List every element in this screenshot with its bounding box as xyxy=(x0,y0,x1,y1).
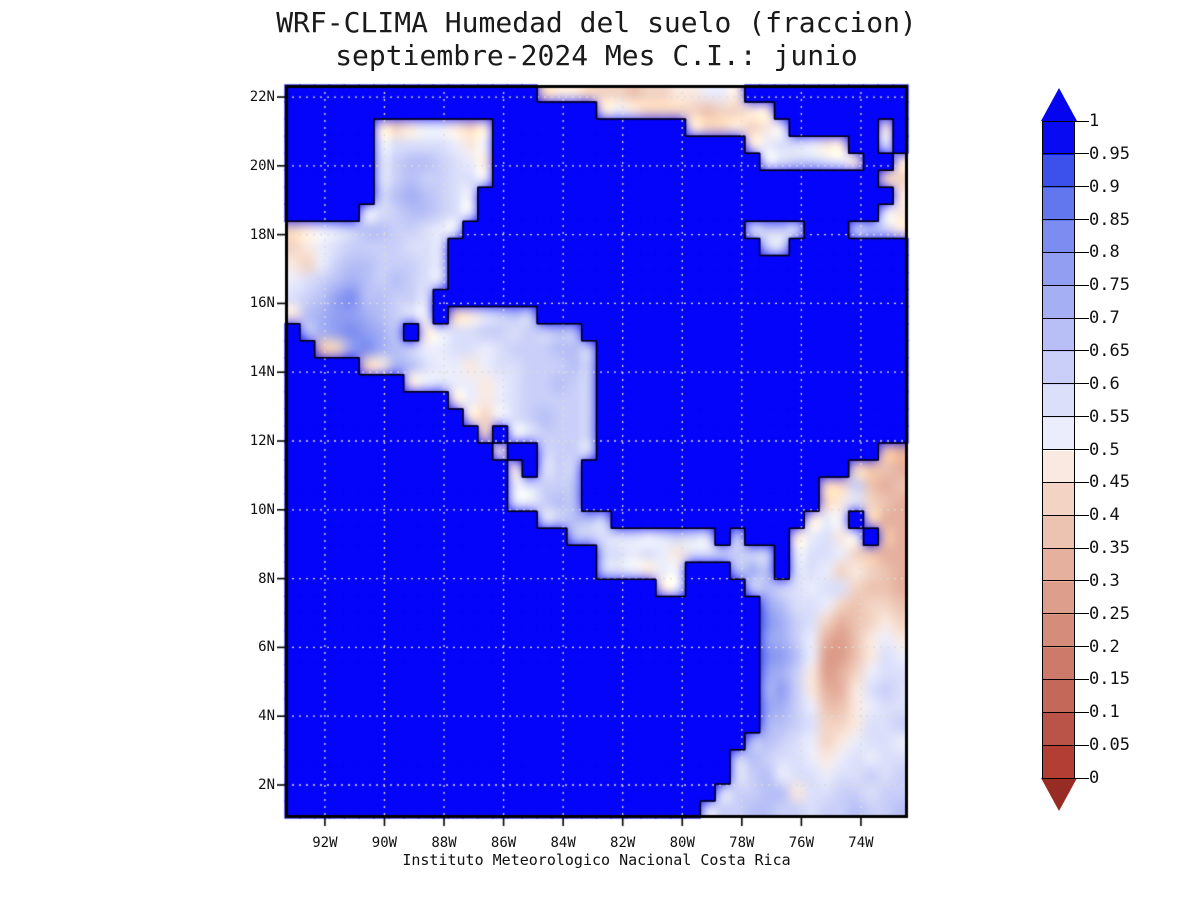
lat-tick-label-20N: 20N xyxy=(249,157,275,174)
colorbar-segment-0.15-0.2 xyxy=(1043,647,1074,681)
colorbar-label-0.3: 0.3 xyxy=(1089,570,1120,591)
colorbar-segment-0.9-0.95 xyxy=(1043,154,1074,188)
lat-tick-label-8N: 8N xyxy=(258,570,275,587)
colorbar-label-0.2: 0.2 xyxy=(1089,636,1120,657)
footer-text: Instituto Meteorologico Nacional Costa R… xyxy=(402,851,791,869)
colorbar-arrow-up xyxy=(1041,88,1077,121)
colorbar-segment-0.6-0.65 xyxy=(1043,351,1074,385)
lat-tick-label-18N: 18N xyxy=(249,226,275,243)
colorbar-segment-0.2-0.25 xyxy=(1043,614,1074,648)
colorbar-segment-0.25-0.3 xyxy=(1043,581,1074,615)
colorbar-label-0.9: 0.9 xyxy=(1089,176,1120,197)
colorbar-tick-0.6 xyxy=(1042,383,1089,385)
lon-tick-label-80W: 80W xyxy=(669,835,695,851)
colorbar-label-0.6: 0.6 xyxy=(1089,373,1120,394)
colorbar-segment-0.4-0.45 xyxy=(1043,483,1074,517)
colorbar-tick-0.4 xyxy=(1042,514,1089,516)
lat-tick-label-14N: 14N xyxy=(249,364,275,381)
colorbar-tick-0.95 xyxy=(1042,153,1089,155)
colorbar-tick-0.8 xyxy=(1042,251,1089,253)
lat-tick-label-4N: 4N xyxy=(258,708,275,725)
colorbar-segment-0.7-0.75 xyxy=(1043,286,1074,320)
colorbar-tick-0.05 xyxy=(1042,744,1089,746)
chart-title-line2: septiembre-2024 Mes C.I.: junio xyxy=(335,39,858,72)
colorbar-tick-0.75 xyxy=(1042,284,1089,286)
colorbar-tick-0 xyxy=(1042,777,1089,779)
colorbar-tick-0.85 xyxy=(1042,219,1089,221)
colorbar-segment-0.65-0.7 xyxy=(1043,319,1074,352)
colorbar-scale xyxy=(1042,121,1075,779)
colorbar-segment-0.55-0.6 xyxy=(1043,384,1074,418)
lon-tick-label-78W: 78W xyxy=(729,835,755,851)
colorbar-segment-0.05-0.1 xyxy=(1043,713,1074,747)
colorbar-label-0.45: 0.45 xyxy=(1089,472,1130,493)
colorbar-segment-0.85-0.9 xyxy=(1043,187,1074,221)
colorbar-label-0: 0 xyxy=(1089,768,1100,788)
colorbar-segment-0.35-0.4 xyxy=(1043,516,1074,550)
colorbar-segment-0.45-0.5 xyxy=(1043,450,1074,484)
colorbar-segment-0.3-0.35 xyxy=(1043,549,1074,582)
colorbar-label-0.5: 0.5 xyxy=(1089,439,1120,460)
lon-tick-label-84W: 84W xyxy=(550,835,576,851)
chart-title: WRF-CLIMA Humedad del suelo (fraccion) s… xyxy=(235,6,958,72)
colorbar-tick-0.55 xyxy=(1042,416,1089,418)
colorbar-tick-0.65 xyxy=(1042,350,1089,352)
lon-tick-label-76W: 76W xyxy=(788,835,815,851)
colorbar-label-1: 1 xyxy=(1089,111,1100,131)
lat-tick-label-2N: 2N xyxy=(258,776,275,793)
lon-tick-label-88W: 88W xyxy=(431,835,457,851)
colorbar-tick-0.3 xyxy=(1042,580,1089,582)
colorbar-label-0.15: 0.15 xyxy=(1089,669,1130,690)
colorbar-tick-0.2 xyxy=(1042,646,1089,648)
colorbar-label-0.25: 0.25 xyxy=(1089,603,1130,624)
lon-tick-label-92W: 92W xyxy=(312,835,338,851)
lat-tick-label-16N: 16N xyxy=(249,295,275,312)
colorbar-segment-0-0.05 xyxy=(1043,746,1074,779)
colorbar-tick-0.45 xyxy=(1042,481,1089,483)
colorbar-label-0.4: 0.4 xyxy=(1089,505,1120,526)
colorbar-label-0.1: 0.1 xyxy=(1089,702,1120,723)
colorbar-segment-0.75-0.8 xyxy=(1043,253,1074,287)
map-canvas xyxy=(277,77,917,833)
colorbar-label-0.8: 0.8 xyxy=(1089,242,1120,263)
lat-tick-label-22N: 22N xyxy=(249,89,275,106)
colorbar-tick-0.5 xyxy=(1042,449,1089,450)
colorbar-tick-0.25 xyxy=(1042,613,1089,615)
colorbar-tick-0.15 xyxy=(1042,678,1089,680)
lon-tick-label-82W: 82W xyxy=(610,835,636,851)
lat-tick-label-12N: 12N xyxy=(249,433,275,449)
colorbar-tick-0.35 xyxy=(1042,547,1089,549)
colorbar-segment-0.95-1 xyxy=(1043,122,1074,155)
colorbar-tick-1 xyxy=(1042,120,1089,122)
chart-title-line1: WRF-CLIMA Humedad del suelo (fraccion) xyxy=(276,6,917,39)
lat-tick-label-6N: 6N xyxy=(258,639,275,656)
colorbar-tick-0.1 xyxy=(1042,711,1089,713)
colorbar-tick-0.7 xyxy=(1042,317,1089,319)
colorbar-arrow-down xyxy=(1041,778,1077,811)
colorbar-label-0.95: 0.95 xyxy=(1089,143,1130,164)
lat-tick-label-10N: 10N xyxy=(249,501,275,518)
colorbar-label-0.7: 0.7 xyxy=(1089,308,1120,329)
colorbar-segment-0.1-0.15 xyxy=(1043,680,1074,714)
lon-tick-label-86W: 86W xyxy=(490,835,517,851)
colorbar-label-0.55: 0.55 xyxy=(1089,406,1130,427)
colorbar-label-0.75: 0.75 xyxy=(1089,275,1130,296)
colorbar-tick-0.9 xyxy=(1042,186,1089,188)
colorbar: 1 0.95 0.9 0.85 0.8 0.75 0.7 0.65 0.6 0.55 0.5 0.45… xyxy=(1041,88,1162,818)
colorbar-label-0.85: 0.85 xyxy=(1089,209,1130,230)
colorbar-segment-0.8-0.85 xyxy=(1043,220,1074,254)
colorbar-label-0.35: 0.35 xyxy=(1089,538,1130,559)
colorbar-segment-0.5-0.55 xyxy=(1043,417,1074,451)
colorbar-label-0.65: 0.65 xyxy=(1089,340,1130,361)
lon-tick-label-90W: 90W xyxy=(371,835,398,851)
lon-tick-label-74W: 74W xyxy=(848,835,874,851)
colorbar-label-0.05: 0.05 xyxy=(1089,735,1130,756)
